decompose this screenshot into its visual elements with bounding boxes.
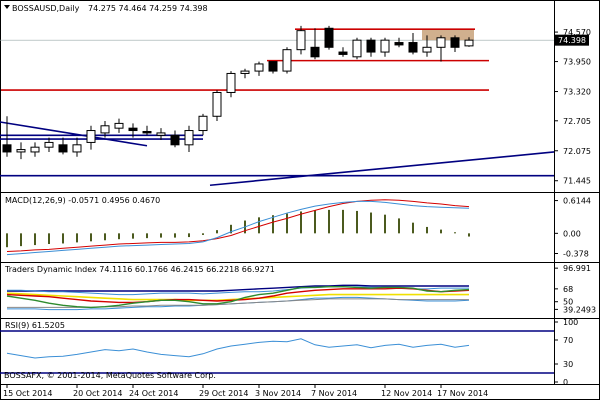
candle-body [114,122,124,129]
candle-body [394,42,404,46]
price-tick-label: 73.320 [563,88,591,97]
candle-body [366,39,376,53]
candle-body [170,134,180,146]
date-tick-label: 24 Oct 2014 [129,389,178,398]
tdi-tick-label: 68 [563,285,573,294]
tdi-navy-line [7,284,469,292]
candle-body [338,51,348,55]
dropdown-triangle-icon[interactable] [4,5,10,9]
resistance-zone-box [422,29,474,41]
rsi-label: RSI(9) 61.5205 [5,321,65,330]
candle-body [352,39,362,58]
date-tick-label: 17 Nov 2014 [437,389,488,398]
ohlc-readout: 74.275 74.464 74.259 74.398 [88,4,208,13]
candles-layer [2,25,474,160]
candle-body [226,72,236,93]
price-tick-label: 71.445 [563,177,591,186]
candle-body [72,144,82,153]
candle-body [198,115,208,132]
candle-body [422,46,432,53]
indicator-layer [0,199,554,374]
symbol-title: BOSSAUSD,Daily [12,4,80,13]
chart-header: BOSSAUSD,Daily 74.275 74.464 74.259 74.3… [4,4,208,13]
macd-signal-line [6,199,470,252]
price-tick-label: 72.075 [563,147,591,156]
copyright-text: BOSSAFX, © 2001-2014, MetaQuotes Softwar… [4,371,216,380]
date-tick-label: 20 Oct 2014 [73,389,122,398]
candle-body [310,46,320,58]
candle-body [58,144,68,153]
candle-body [240,70,250,74]
tdi-tick-label: 50 [563,298,573,307]
current-price-marker: 74.398 [555,34,589,46]
tdi-tick-label: 96.991 [563,264,591,273]
candle-body [450,37,460,48]
candle-body [212,91,222,117]
candle-body [282,49,292,72]
trend-line [0,121,148,147]
tdi-green-line [6,286,470,309]
candle-body [86,130,96,143]
candle-body [380,39,390,53]
rsi-tick-label: 100 [563,318,578,327]
date-tick-label: 7 Nov 2014 [311,389,357,398]
macd-tick-label: -0.378 [563,249,589,258]
price-overlays [0,28,555,187]
candle-body [142,130,152,134]
candle-body [436,37,446,48]
date-tick-label: 29 Oct 2014 [199,389,248,398]
candle-body [156,132,166,136]
price-tick-label: 72.705 [563,117,591,126]
candle-body [128,127,138,132]
date-tick-label: 15 Oct 2014 [3,389,52,398]
trend-line [209,151,555,187]
candle-body [100,125,110,134]
candle-body [408,42,418,53]
macd-label: MACD(12,26,9) -0.0571 0.4956 0.4670 [5,196,160,205]
rsi-line [6,338,470,359]
candle-body [184,130,194,146]
tdi-label: Traders Dynamic Index 74.1116 60.1766 46… [4,265,275,274]
candle-body [44,141,54,148]
candle-body [16,149,26,153]
candle-body [324,27,334,48]
macd-tick-label: 0.6144 [563,197,591,206]
macd-tick-label: 0.00 [563,229,581,238]
candle-body [254,63,264,72]
current-price-label: 74.398 [558,36,586,45]
rsi-tick-label: 70 [563,336,573,345]
candle-body [30,146,40,153]
current-price-badge [555,34,589,46]
axis-layer: 74.570 73.950 73.320 72.705 72.075 71.445 0.61… [3,28,596,398]
candle-body [268,61,278,72]
candle-body [2,144,12,153]
rsi-tick-label: 30 [563,360,573,369]
candle-body [296,30,306,51]
rsi-tick-label: 0 [563,378,568,387]
price-tick-label: 73.950 [563,58,591,67]
tdi-tick-label: 39.2493 [563,305,596,314]
candle-body [464,39,474,47]
date-tick-label: 12 Nov 2014 [381,389,432,398]
macd-main-line [6,200,470,256]
price-tick-label: 74.570 [563,28,591,37]
date-tick-label: 3 Nov 2014 [255,389,301,398]
